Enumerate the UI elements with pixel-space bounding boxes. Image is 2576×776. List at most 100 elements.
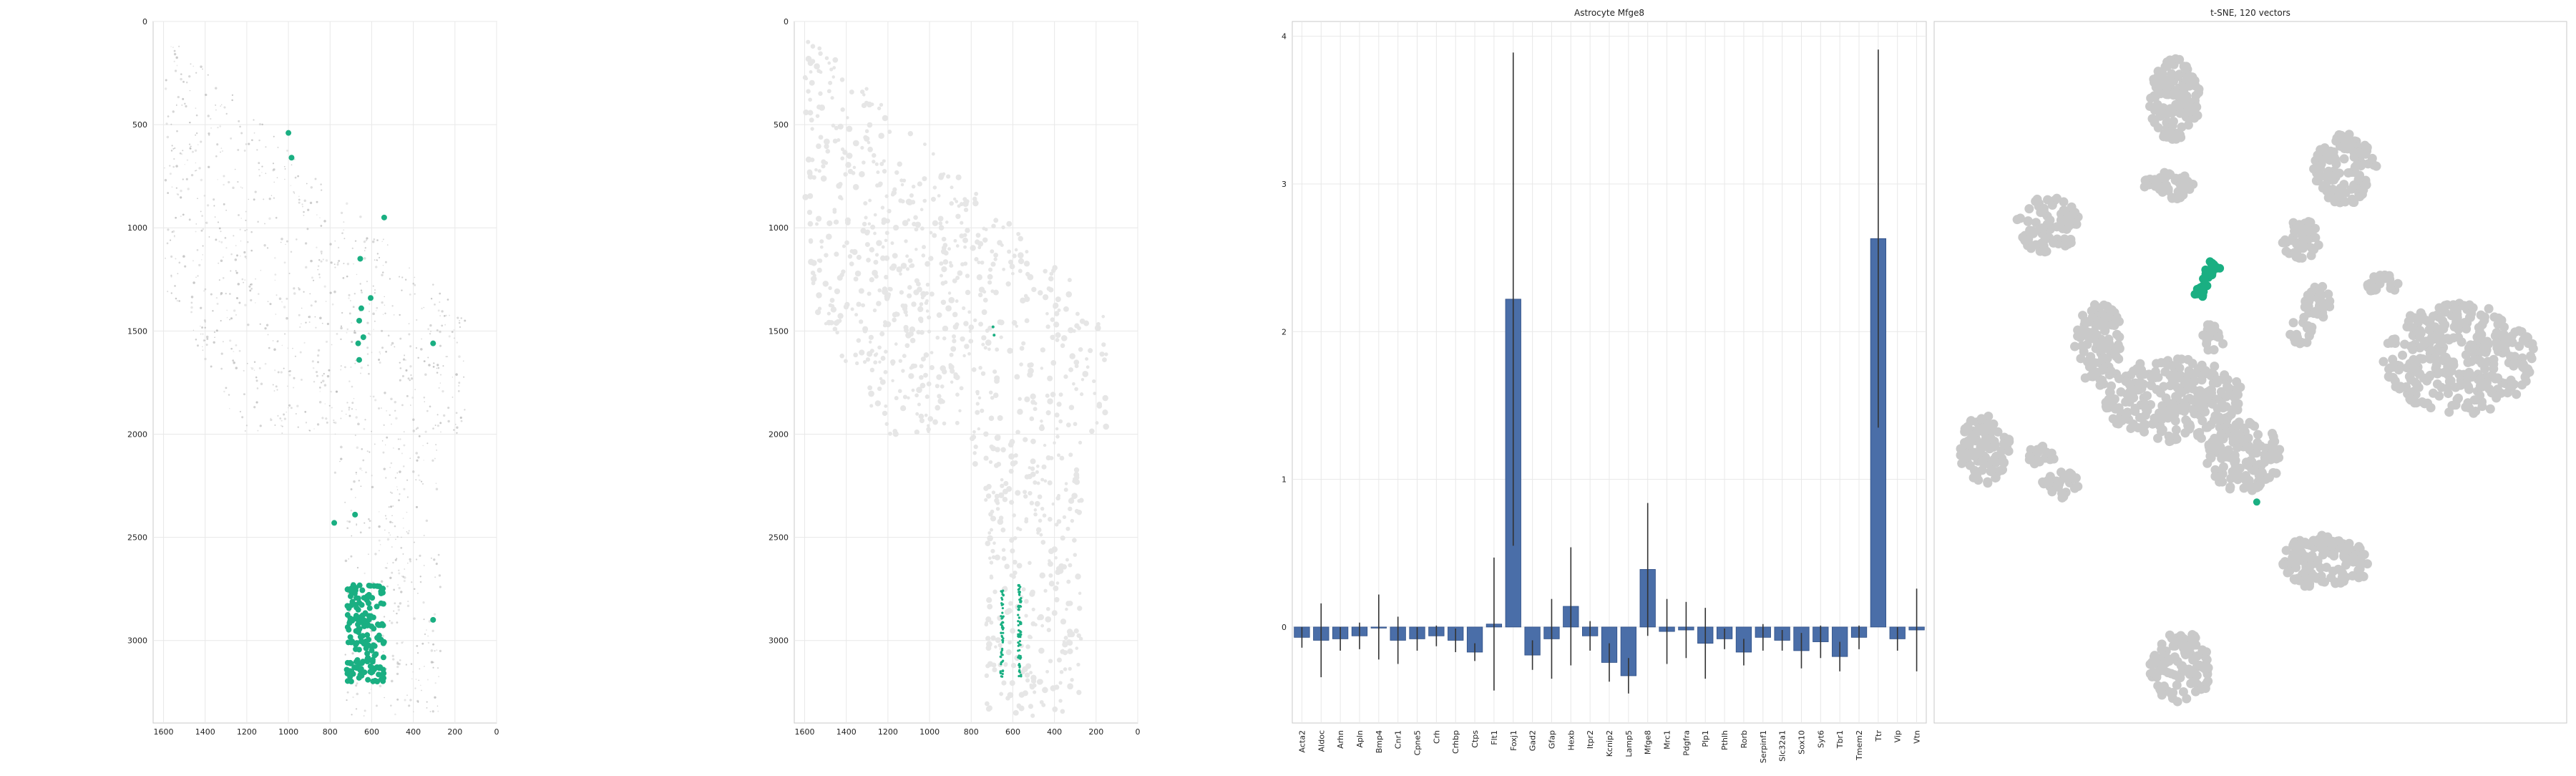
cell-point [331, 407, 333, 409]
cluster-point [2150, 92, 2160, 102]
cell-shape [850, 307, 854, 311]
cell-shape [873, 353, 878, 357]
highlight-point [358, 638, 365, 644]
cell-shape [1042, 294, 1049, 301]
cell-point [427, 328, 429, 330]
cell-shape [1020, 297, 1026, 304]
cluster-point [2343, 555, 2353, 565]
cluster-point [2459, 301, 2469, 311]
cell-shape [989, 444, 995, 450]
cell-point [348, 520, 351, 523]
cell-point [195, 114, 198, 117]
cell-point [369, 303, 371, 305]
cell-point [199, 325, 201, 327]
cell-shape [860, 145, 864, 150]
cell-shape [1040, 540, 1046, 545]
cell-shape [990, 548, 995, 553]
cluster-point [2170, 379, 2180, 389]
cell-shape [927, 416, 934, 422]
cell-shape [1033, 407, 1038, 412]
cluster-point [2442, 300, 2452, 310]
cell-shape [859, 171, 865, 178]
highlight-point [1019, 635, 1022, 639]
cell-point [385, 350, 387, 353]
cluster-point [2281, 237, 2291, 247]
cell-point [414, 293, 416, 295]
x-tick-label: Gad2 [1528, 730, 1538, 751]
cell-shape [995, 447, 1000, 452]
cell-point [217, 179, 218, 180]
cell-point [414, 283, 416, 286]
cell-shape [1055, 296, 1061, 303]
cell-point [194, 149, 197, 152]
cell-point [411, 397, 414, 399]
cell-point [190, 173, 194, 177]
cell-shape [873, 213, 877, 217]
cell-point [381, 241, 383, 243]
cluster-point [2110, 404, 2120, 414]
cell-shape [968, 324, 975, 331]
cell-point [213, 331, 216, 334]
cell-point [254, 190, 257, 193]
cluster-point [1991, 457, 2001, 467]
cell-shape [862, 326, 869, 332]
cell-point [354, 240, 357, 242]
cell-shape [920, 357, 926, 362]
highlight-point [1001, 616, 1004, 619]
cluster-point [2492, 393, 2502, 403]
cell-shape [932, 185, 937, 190]
x-tick-label: 1400 [195, 727, 215, 737]
cluster-point [2184, 379, 2194, 389]
cell-point [290, 407, 293, 409]
cell-shape [912, 221, 917, 227]
cell-point [416, 459, 419, 462]
cell-point [283, 165, 286, 168]
cell-shape [959, 233, 965, 239]
cell-point [294, 355, 296, 357]
cell-point [173, 157, 175, 160]
cell-shape [1067, 640, 1073, 646]
cell-point [438, 574, 441, 577]
cluster-point [1969, 465, 1979, 475]
cell-point [281, 432, 283, 434]
cluster-point [2082, 357, 2092, 367]
cell-point [283, 417, 286, 420]
cell-shape [806, 169, 813, 175]
cell-shape [816, 267, 822, 273]
cluster-point [2045, 215, 2055, 225]
cell-point [333, 471, 336, 474]
cell-point [248, 198, 250, 200]
cell-shape [955, 420, 960, 425]
cell-shape [884, 293, 891, 300]
highlight-point [991, 325, 995, 329]
cluster-point [2499, 329, 2509, 339]
cell-point [205, 344, 208, 346]
cell-point [433, 558, 436, 561]
cell-point [431, 629, 434, 632]
cell-point [316, 246, 318, 248]
cell-point [444, 324, 447, 326]
cell-point [250, 299, 253, 301]
cell-point [182, 213, 185, 216]
cluster-point [2414, 369, 2424, 379]
cell-shape [1073, 553, 1078, 557]
cell-shape [884, 194, 889, 198]
cell-shape [995, 637, 1001, 644]
x-tick-label: Tbr1 [1835, 730, 1845, 749]
cell-shape [1039, 572, 1045, 579]
cell-shape [955, 174, 962, 180]
cell-point [334, 266, 336, 268]
cell-point [318, 386, 321, 389]
cell-point [395, 538, 396, 540]
highlight-point [1001, 669, 1004, 672]
cell-point [217, 221, 220, 223]
cell-point [326, 340, 328, 343]
cell-shape [987, 705, 993, 711]
cell-shape [1033, 508, 1038, 512]
cell-point [225, 292, 227, 295]
cell-point [409, 365, 412, 368]
x-tick-label: Itpr2 [1586, 730, 1595, 749]
cell-shape [860, 89, 865, 94]
cluster-point [2165, 370, 2175, 380]
cell-shape [1048, 559, 1051, 563]
